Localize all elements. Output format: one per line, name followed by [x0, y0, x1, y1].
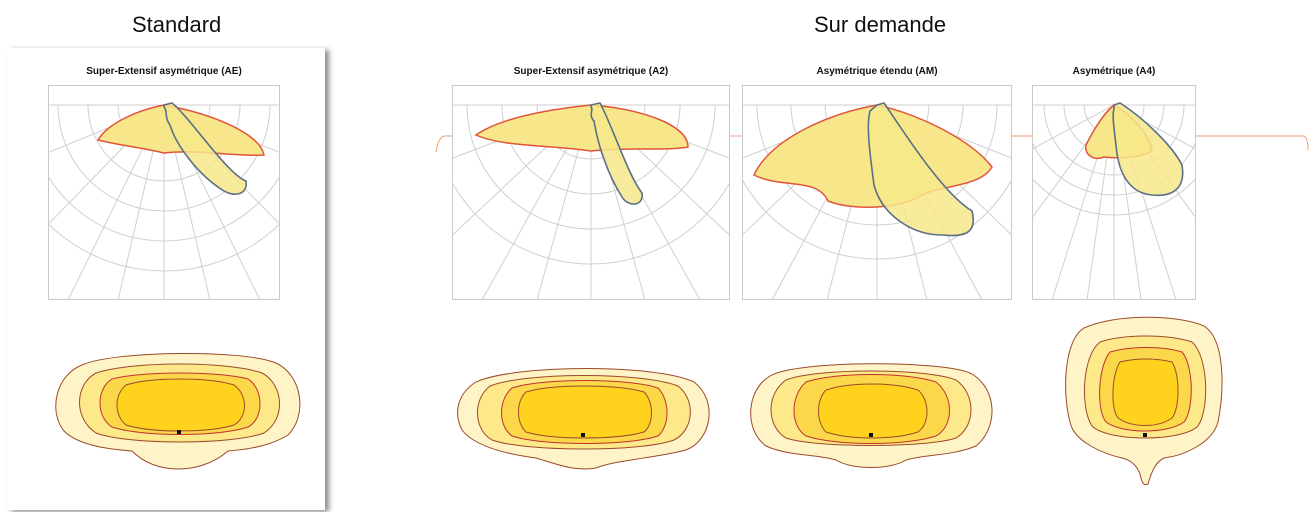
isolux-diagram-a2	[457, 368, 710, 470]
standard-heading: Standard	[132, 12, 222, 37]
panel-title-am: Asymétrique étendu (AM)	[816, 66, 938, 77]
isolux-diagram-a4	[1065, 316, 1223, 486]
isolux-diagram-am	[750, 363, 993, 468]
polar-diagram-a4	[1032, 85, 1196, 300]
luminaire-marker	[177, 430, 181, 434]
isolux-diagram-ae	[55, 352, 301, 470]
blue-lobe	[163, 102, 247, 195]
blue-lobe	[1112, 102, 1184, 197]
luminaire-marker	[1143, 433, 1147, 437]
on-demand-heading: Sur demande	[814, 12, 947, 37]
panel-title-ae: Super-Extensif asymétrique (AE)	[86, 66, 242, 77]
panel-title-a2: Super-Extensif asymétrique (A2)	[513, 66, 669, 77]
blue-lobe	[867, 102, 975, 237]
luminaire-marker	[869, 433, 873, 437]
polar-diagram-ae	[48, 85, 280, 300]
luminaire-marker	[581, 433, 585, 437]
polar-diagram-am	[742, 85, 1012, 300]
panel-title-a4: Asymétrique (A4)	[1072, 66, 1156, 77]
blue-lobe	[590, 102, 643, 205]
red-lobe	[474, 104, 689, 152]
polar-diagram-a2	[452, 85, 730, 300]
